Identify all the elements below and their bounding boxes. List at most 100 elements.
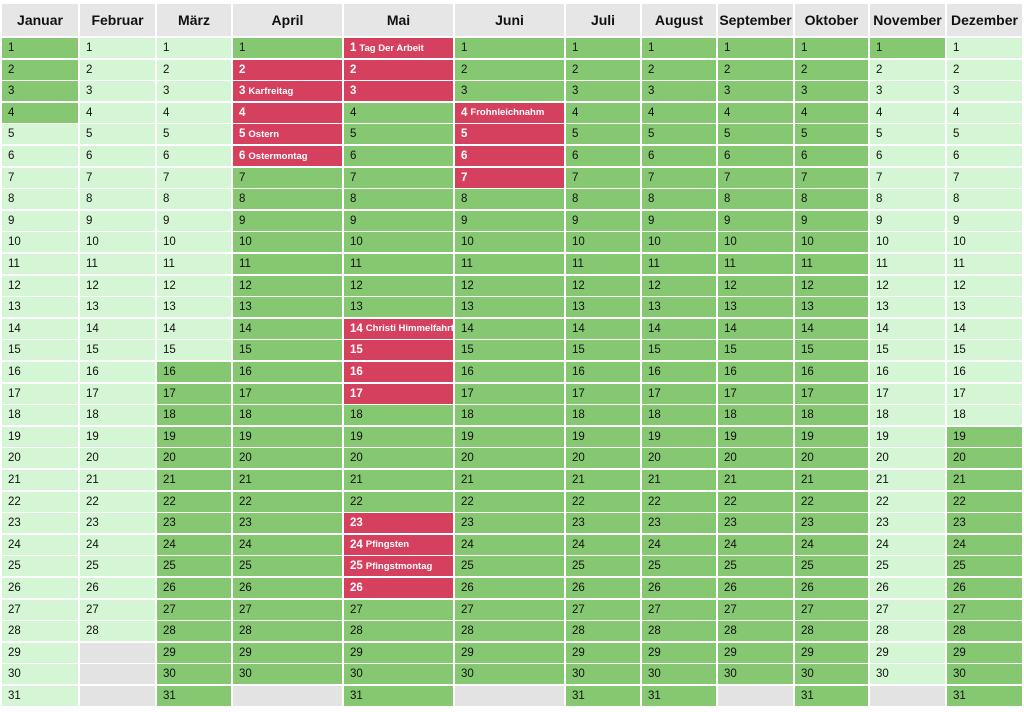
day-number: 4	[8, 106, 15, 119]
day-number: 17	[86, 387, 99, 400]
day-cell: 26	[2, 578, 78, 598]
day-number: 23	[724, 517, 737, 530]
free-day-cell: 29	[157, 642, 231, 663]
day-number: 4	[461, 106, 468, 119]
free-day-cell: 5	[718, 124, 793, 145]
day-number: 28	[163, 625, 176, 638]
day-number: 24	[239, 538, 252, 551]
free-day-cell: 31	[566, 686, 640, 706]
free-day-cell: 30	[795, 664, 868, 685]
day-number: 4	[801, 106, 808, 119]
day-number: 24	[648, 538, 661, 551]
free-day-cell: 14	[718, 318, 793, 339]
day-number: 4	[724, 106, 731, 119]
month-header: Juli	[566, 4, 640, 36]
free-day-cell: 30	[642, 664, 716, 685]
day-number: 13	[86, 301, 99, 314]
day-number: 12	[163, 279, 176, 292]
free-day-cell: 10	[566, 232, 640, 253]
day-number: 6	[724, 150, 731, 162]
holiday-cell: 5 Ostern	[233, 124, 342, 145]
day-number: 23	[801, 517, 814, 530]
day-number: 25	[953, 560, 966, 573]
free-day-cell: 18	[566, 405, 640, 426]
day-number: 18	[801, 409, 814, 422]
day-number: 19	[461, 430, 474, 443]
free-day-cell: 20	[233, 448, 342, 469]
day-number: 1	[86, 42, 93, 54]
free-day-cell: 13	[455, 297, 564, 318]
free-day-cell: 14	[642, 318, 716, 339]
free-day-cell: 13	[233, 297, 342, 318]
day-number: 2	[86, 63, 93, 76]
free-day-cell: 3	[642, 81, 716, 102]
day-number: 2	[801, 63, 808, 76]
day-number: 14	[163, 322, 176, 335]
day-cell: 11	[947, 254, 1022, 274]
day-cell: 25	[2, 556, 78, 577]
free-day-cell: 15	[455, 340, 564, 361]
day-cell: 11	[2, 254, 78, 274]
day-cell: 10	[870, 232, 945, 253]
day-number: 30	[953, 668, 966, 681]
free-day-cell: 9	[455, 210, 564, 231]
day-number: 27	[350, 603, 363, 616]
free-day-cell: 22	[718, 491, 793, 512]
free-day-cell: 2	[455, 59, 564, 80]
day-cell: 9	[870, 210, 945, 231]
holiday-cell: 26	[344, 578, 453, 598]
day-number: 7	[801, 171, 808, 184]
free-day-cell: 1	[2, 38, 78, 58]
day-number: 11	[239, 258, 251, 270]
free-day-cell: 2	[718, 59, 793, 80]
free-day-cell: 20	[795, 448, 868, 469]
holiday-cell: 2	[233, 59, 342, 80]
free-day-cell: 28	[947, 621, 1022, 642]
free-day-cell: 24	[718, 534, 793, 555]
free-day-cell: 8	[455, 189, 564, 210]
day-number: 1	[876, 42, 883, 54]
month-header: Juni	[455, 4, 564, 36]
day-number: 23	[876, 517, 889, 530]
day-number: 29	[953, 646, 966, 659]
holiday-cell: 16	[344, 362, 453, 382]
free-day-cell: 27	[642, 599, 716, 620]
free-day-cell: 17	[642, 383, 716, 404]
day-number: 24	[953, 538, 966, 551]
free-day-cell: 20	[566, 448, 640, 469]
day-number: 7	[572, 171, 579, 184]
holiday-cell: 3	[344, 81, 453, 102]
day-cell: 12	[80, 275, 155, 296]
free-day-cell: 28	[344, 621, 453, 642]
day-cell: 17	[80, 383, 155, 404]
day-number: 22	[8, 495, 21, 508]
day-cell: 18	[870, 405, 945, 426]
free-day-cell: 8	[566, 189, 640, 210]
day-number: 26	[724, 582, 737, 594]
day-number: 3	[876, 85, 883, 98]
day-number: 28	[648, 625, 661, 638]
empty-cell	[80, 642, 155, 663]
day-number: 23	[953, 517, 966, 530]
day-number: 5	[724, 128, 731, 141]
day-number: 11	[724, 258, 736, 270]
free-day-cell: 18	[233, 405, 342, 426]
free-day-cell: 9	[566, 210, 640, 231]
day-number: 7	[876, 171, 883, 184]
holiday-cell: 15	[344, 340, 453, 361]
free-day-cell: 17	[455, 383, 564, 404]
day-number: 16	[876, 366, 889, 378]
free-day-cell: 28	[157, 621, 231, 642]
day-cell: 21	[870, 470, 945, 490]
day-cell: 2	[870, 59, 945, 80]
free-day-cell: 18	[344, 405, 453, 426]
free-day-cell: 18	[157, 405, 231, 426]
day-number: 16	[572, 366, 585, 378]
free-day-cell: 6	[718, 146, 793, 166]
day-number: 14	[876, 322, 889, 335]
day-cell: 26	[80, 578, 155, 598]
free-day-cell: 1	[718, 38, 793, 58]
month-header: September	[718, 4, 793, 36]
free-day-cell: 7	[566, 167, 640, 188]
day-number: 26	[461, 582, 474, 594]
